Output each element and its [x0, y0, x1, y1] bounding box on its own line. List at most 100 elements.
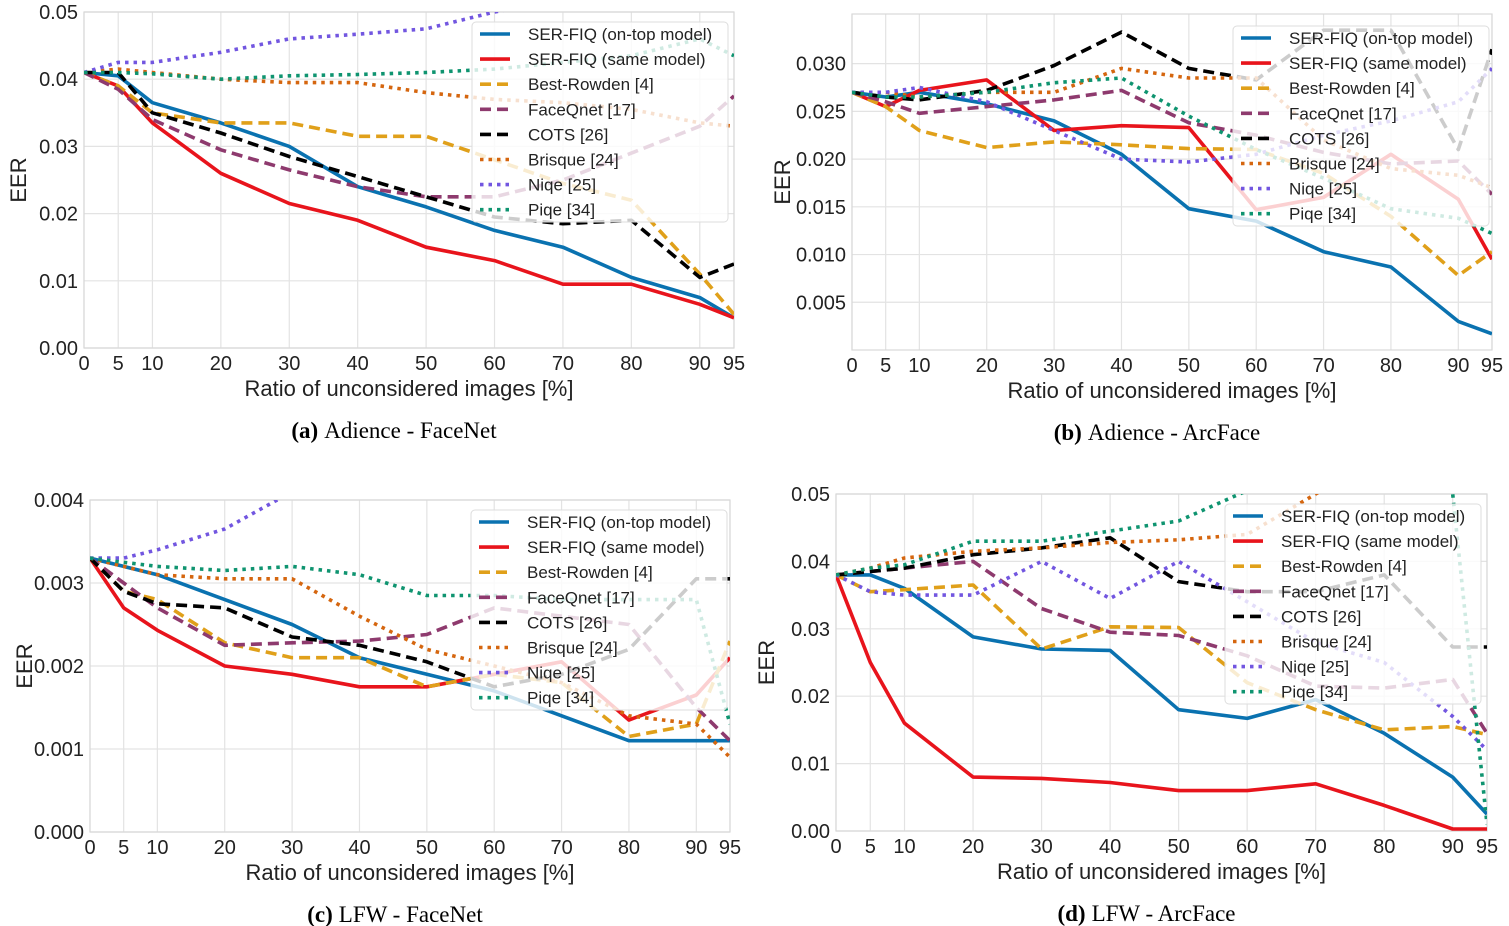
y-axis-label: EER — [770, 159, 795, 204]
legend-label: SER-FIQ (same model) — [528, 50, 706, 69]
legend-label: Brisque [24] — [1289, 155, 1380, 174]
y-tick-label: 0.03 — [791, 619, 830, 641]
legend-label: Piqe [34] — [528, 201, 595, 220]
x-tick-label: 20 — [962, 836, 984, 858]
x-tick-label: 50 — [416, 837, 438, 859]
legend-label: Piqe [34] — [1289, 205, 1356, 224]
x-tick-label: 90 — [689, 353, 711, 375]
legend-label: Piqe [34] — [1281, 683, 1348, 702]
y-tick-label: 0.03 — [39, 136, 78, 158]
subplot-caption: (c) LFW - FaceNet — [307, 902, 483, 926]
x-tick-label: 70 — [552, 353, 574, 375]
subplot-caption: (d) LFW - ArcFace — [1057, 901, 1235, 926]
y-tick-label: 0.005 — [796, 292, 846, 314]
subplot-caption: (b) Adience - ArcFace — [1054, 420, 1261, 445]
x-tick-label: 60 — [1245, 355, 1267, 377]
caption-text: LFW - FaceNet — [339, 902, 484, 926]
caption-label: (d) — [1057, 901, 1085, 926]
series-line-piqe — [852, 76, 1492, 236]
subplot-1: 0 5 10 20 30 40 50 60 70 80 90 95 0.005 0.010 0.015 0.0… — [770, 13, 1503, 445]
x-tick-label: 90 — [1447, 355, 1469, 377]
legend-label: Best-Rowden [4] — [528, 75, 654, 94]
y-tick-label: 0.02 — [39, 204, 78, 226]
legend: SER-FIQ (on-top model) SER-FIQ (same mode… — [470, 509, 728, 711]
x-tick-label: 70 — [1305, 836, 1327, 858]
x-tick-label: 50 — [1168, 836, 1190, 858]
x-tick-label: 95 — [1481, 355, 1503, 377]
series-line-niqe — [852, 67, 1492, 164]
x-tick-label: 10 — [908, 355, 930, 377]
x-tick-label: 50 — [415, 353, 437, 375]
legend-box — [471, 21, 729, 223]
x-tick-label: 30 — [281, 837, 303, 859]
x-axis-label: Ratio of unconsidered images [%] — [246, 860, 575, 885]
x-tick-label: 80 — [1380, 355, 1402, 377]
y-tick-label: 0.000 — [34, 822, 84, 844]
legend-label: Brisque [24] — [1281, 633, 1372, 652]
series-line-cots — [90, 556, 730, 689]
series-line-ser-fiq-on-top — [836, 573, 1487, 816]
x-tick-label: 95 — [723, 353, 745, 375]
x-tick-label: 40 — [1110, 355, 1132, 377]
x-tick-label: 95 — [1476, 836, 1498, 858]
legend-label: SER-FIQ (on-top model) — [1289, 29, 1473, 48]
x-tick-label: 70 — [550, 837, 572, 859]
y-tick-label: 0.01 — [39, 271, 78, 293]
y-tick-label: 0.025 — [796, 101, 846, 123]
y-axis-label: EER — [754, 640, 779, 685]
plot-frame — [83, 11, 735, 349]
x-tick-label: 80 — [620, 353, 642, 375]
legend-label: Brisque [24] — [527, 639, 618, 658]
y-tick-label: 0.030 — [796, 54, 846, 76]
caption-text: LFW - ArcFace — [1092, 901, 1236, 926]
caption-label: (c) — [307, 902, 333, 926]
legend-label: FaceQnet [17] — [527, 588, 635, 607]
series-line-faceqnet — [90, 556, 730, 742]
legend-label: SER-FIQ (on-top model) — [527, 513, 711, 532]
y-tick-label: 0.02 — [791, 686, 830, 708]
caption-text: Adience - ArcFace — [1088, 420, 1260, 445]
series-line-ser-fiq-same — [836, 574, 1487, 831]
x-tick-label: 30 — [1030, 836, 1052, 858]
series-line-niqe — [90, 500, 281, 560]
legend-label: Piqe [34] — [527, 689, 594, 708]
series-line-niqe — [836, 559, 1487, 752]
legend-label: SER-FIQ (on-top model) — [1281, 507, 1465, 526]
y-tick-label: 0.015 — [796, 197, 846, 219]
series-line-faceqnet — [84, 70, 734, 199]
series-line-best-rowden — [90, 556, 730, 739]
legend-label: COTS [26] — [528, 125, 608, 144]
x-tick-label: 5 — [865, 836, 876, 858]
legend-label: FaceQnet [17] — [1281, 582, 1389, 601]
x-tick-label: 30 — [278, 353, 300, 375]
y-axis-label: EER — [12, 643, 37, 688]
legend-label: COTS [26] — [1289, 129, 1369, 148]
caption-text: Adience - FaceNet — [324, 418, 497, 443]
series-line-best-rowden — [836, 573, 1487, 737]
x-tick-label: 0 — [846, 355, 857, 377]
plot-frame — [835, 493, 1488, 832]
legend-label: Niqe [25] — [527, 664, 595, 683]
x-tick-label: 70 — [1312, 355, 1334, 377]
subplot-0: 0 5 10 20 30 40 50 60 70 80 90 95 0.00 0.01 0.02 0.03 0.… — [6, 2, 745, 443]
legend-label: SER-FIQ (same model) — [527, 538, 705, 557]
x-tick-label: 20 — [210, 353, 232, 375]
y-tick-label: 0.020 — [796, 149, 846, 171]
legend-label: Niqe [25] — [1289, 180, 1357, 199]
y-tick-label: 0.010 — [796, 245, 846, 267]
caption-label: (b) — [1054, 420, 1082, 445]
series-line-cots — [84, 70, 734, 280]
legend-label: Niqe [25] — [528, 176, 596, 195]
subplot-caption: (a) Adience - FaceNet — [291, 418, 497, 443]
x-tick-label: 40 — [347, 353, 369, 375]
y-tick-label: 0.05 — [39, 2, 78, 24]
x-axis-label: Ratio of unconsidered images [%] — [245, 376, 574, 401]
caption-label: (a) — [291, 418, 318, 443]
legend-label: SER-FIQ (same model) — [1289, 54, 1467, 73]
x-tick-label: 40 — [1099, 836, 1121, 858]
x-tick-label: 20 — [976, 355, 998, 377]
x-tick-label: 80 — [618, 837, 640, 859]
x-tick-label: 90 — [1442, 836, 1464, 858]
series-line-piqe — [84, 37, 734, 81]
legend-label: Brisque [24] — [528, 151, 619, 170]
